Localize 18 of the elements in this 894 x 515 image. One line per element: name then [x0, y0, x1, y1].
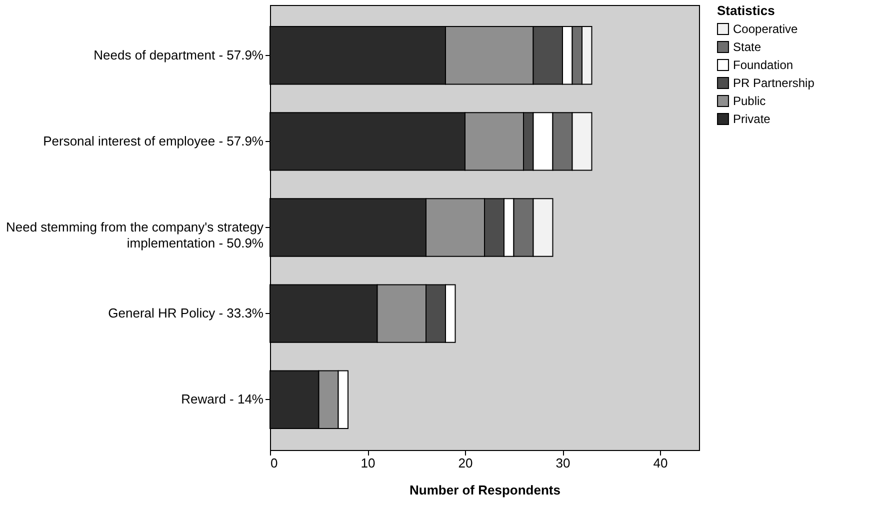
legend-label: PR Partnership [733, 76, 815, 90]
legend-title: Statistics [717, 3, 775, 18]
x-tick-label: 20 [458, 456, 473, 470]
legend-label: Foundation [733, 58, 794, 72]
x-axis-title: Number of Respondents [410, 482, 560, 498]
x-tick-label: 10 [360, 456, 376, 470]
y-tick-label: Need stemming from the company's strategy implementation - 50.9% [6, 220, 264, 250]
legend-label: Private [733, 112, 771, 126]
y-tick-label: General HR Policy - 33.3% [108, 306, 264, 321]
y-tick-label: Reward - 14% [181, 392, 264, 407]
x-tick-label: 0 [270, 456, 278, 470]
x-tick-label: 30 [556, 456, 570, 470]
x-tick-label: 40 [653, 456, 668, 470]
y-tick-label: Needs of department - 57.9% [94, 47, 264, 62]
legend-label: State [733, 40, 762, 54]
legend-label: Public [733, 94, 766, 108]
legend-label: Cooperative [733, 22, 798, 36]
y-tick-label: Personal interest of employee - 57.9% [43, 133, 264, 148]
